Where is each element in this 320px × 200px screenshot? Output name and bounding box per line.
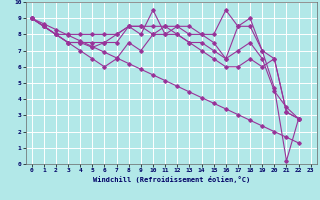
- X-axis label: Windchill (Refroidissement éolien,°C): Windchill (Refroidissement éolien,°C): [92, 176, 250, 183]
